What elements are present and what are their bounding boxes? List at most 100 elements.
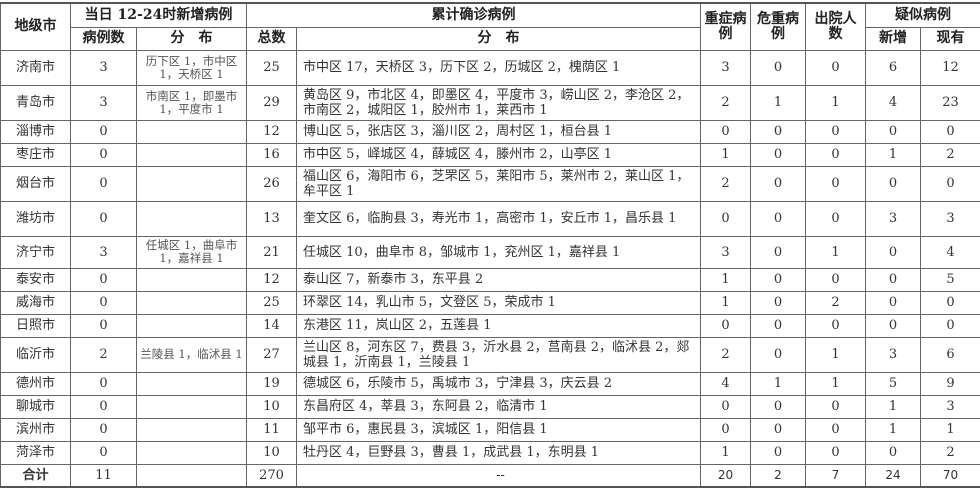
critical-cell: 0 xyxy=(751,395,806,418)
severe-cell: 0 xyxy=(701,418,751,441)
new-count-cell: 0 xyxy=(71,418,137,441)
critical-cell: 0 xyxy=(751,201,806,236)
cum-distribution-cell: 德城区 6，乐陵市 5，禹城市 3，宁津县 3，庆云县 2 xyxy=(297,372,701,395)
cum-distribution-cell: 兰山区 8，河东区 7，费县 3，沂水县 2，莒南县 2，临沭县 2，郯城县 1… xyxy=(297,337,701,372)
city-cell: 临沂市 xyxy=(1,337,71,372)
new-count-cell: 0 xyxy=(71,372,137,395)
discharged-cell: 0 xyxy=(806,314,866,337)
suspect-new-cell: 0 xyxy=(866,314,921,337)
suspect-current-cell: 70 xyxy=(921,464,980,487)
critical-cell: 0 xyxy=(751,314,806,337)
severe-cell: 2 xyxy=(701,166,751,201)
cum-total-cell: 25 xyxy=(247,291,297,314)
new-count-cell: 0 xyxy=(71,201,137,236)
new-distribution-cell xyxy=(137,314,247,337)
suspect-new-cell: 0 xyxy=(866,236,921,268)
suspect-current-cell: 3 xyxy=(921,201,980,236)
suspect-current-cell: 0 xyxy=(921,291,980,314)
suspect-current-cell: 0 xyxy=(921,166,980,201)
new-count-cell: 11 xyxy=(71,464,137,487)
critical-cell: 0 xyxy=(751,236,806,268)
severe-cell: 1 xyxy=(701,291,751,314)
city-cell: 日照市 xyxy=(1,314,71,337)
cum-distribution-cell: 东港区 11，岚山区 2，五莲县 1 xyxy=(297,314,701,337)
severe-cell: 0 xyxy=(701,314,751,337)
discharged-cell: 0 xyxy=(806,120,866,143)
suspect-current-cell: 6 xyxy=(921,337,980,372)
discharged-cell: 0 xyxy=(806,441,866,464)
new-count-cell: 2 xyxy=(71,337,137,372)
new-distribution-cell xyxy=(137,291,247,314)
suspect-new-cell: 3 xyxy=(866,337,921,372)
discharged-cell: 2 xyxy=(806,291,866,314)
city-cell: 合计 xyxy=(1,464,71,487)
cum-total-cell: 29 xyxy=(247,85,297,120)
header-new-distribution: 分 布 xyxy=(137,27,247,50)
new-count-cell: 0 xyxy=(71,441,137,464)
discharged-cell: 1 xyxy=(806,372,866,395)
suspect-current-cell: 12 xyxy=(921,50,980,85)
discharged-cell: 0 xyxy=(806,143,866,166)
severe-cell: 3 xyxy=(701,50,751,85)
new-count-cell: 3 xyxy=(71,50,137,85)
cum-distribution-cell: 牡丹区 4，巨野县 3，曹县 1，成武县 1，东明县 1 xyxy=(297,441,701,464)
discharged-cell: 1 xyxy=(806,337,866,372)
cum-total-cell: 26 xyxy=(247,166,297,201)
new-count-cell: 0 xyxy=(71,268,137,291)
new-count-cell: 0 xyxy=(71,166,137,201)
severe-cell: 1 xyxy=(701,268,751,291)
discharged-cell: 1 xyxy=(806,85,866,120)
severe-cell: 2 xyxy=(701,337,751,372)
new-count-cell: 0 xyxy=(71,291,137,314)
new-distribution-cell xyxy=(137,395,247,418)
new-distribution-cell xyxy=(137,166,247,201)
city-cell: 济宁市 xyxy=(1,236,71,268)
new-distribution-cell: 任城区 1，曲阜市 1，嘉祥县 1 xyxy=(137,236,247,268)
suspect-new-cell: 0 xyxy=(866,441,921,464)
city-cell: 德州市 xyxy=(1,372,71,395)
discharged-cell: 0 xyxy=(806,166,866,201)
suspect-new-cell: 3 xyxy=(866,201,921,236)
city-cell: 潍坊市 xyxy=(1,201,71,236)
suspect-new-cell: 1 xyxy=(866,418,921,441)
suspect-new-cell: 1 xyxy=(866,395,921,418)
new-count-cell: 0 xyxy=(71,120,137,143)
header-discharged: 出院人数 xyxy=(806,3,866,50)
severe-cell: 3 xyxy=(701,236,751,268)
city-cell: 淄博市 xyxy=(1,120,71,143)
critical-cell: 0 xyxy=(751,143,806,166)
header-severe: 重症病例 xyxy=(701,3,751,50)
header-new-cases: 当日 12-24时新增病例 xyxy=(71,3,247,27)
suspect-new-cell: 0 xyxy=(866,291,921,314)
cum-distribution-cell: 奎文区 6，临朐县 3，寿光市 1，高密市 1，安丘市 1，昌乐县 1 xyxy=(297,201,701,236)
header-cumulative: 累计确诊病例 xyxy=(247,3,701,27)
new-count-cell: 3 xyxy=(71,236,137,268)
suspect-new-cell: 24 xyxy=(866,464,921,487)
header-city: 地级市 xyxy=(1,3,71,50)
cum-distribution-cell: 市中区 17，天桥区 3，历下区 2，历城区 2，槐荫区 1 xyxy=(297,50,701,85)
new-distribution-cell: 历下区 1，市中区 1，天桥区 1 xyxy=(137,50,247,85)
cum-distribution-cell: 东昌府区 4，莘县 3，东阿县 2，临清市 1 xyxy=(297,395,701,418)
new-distribution-cell xyxy=(137,464,247,487)
cum-total-cell: 11 xyxy=(247,418,297,441)
cum-total-cell: 12 xyxy=(247,120,297,143)
cum-total-cell: 21 xyxy=(247,236,297,268)
suspect-new-cell: 0 xyxy=(866,166,921,201)
new-count-cell: 0 xyxy=(71,143,137,166)
cum-total-cell: 25 xyxy=(247,50,297,85)
suspect-current-cell: 0 xyxy=(921,120,980,143)
cum-total-cell: 27 xyxy=(247,337,297,372)
cum-total-cell: 12 xyxy=(247,268,297,291)
city-cell: 济南市 xyxy=(1,50,71,85)
suspect-new-cell: 5 xyxy=(866,372,921,395)
cum-total-cell: 19 xyxy=(247,372,297,395)
suspect-current-cell: 23 xyxy=(921,85,980,120)
severe-cell: 0 xyxy=(701,120,751,143)
